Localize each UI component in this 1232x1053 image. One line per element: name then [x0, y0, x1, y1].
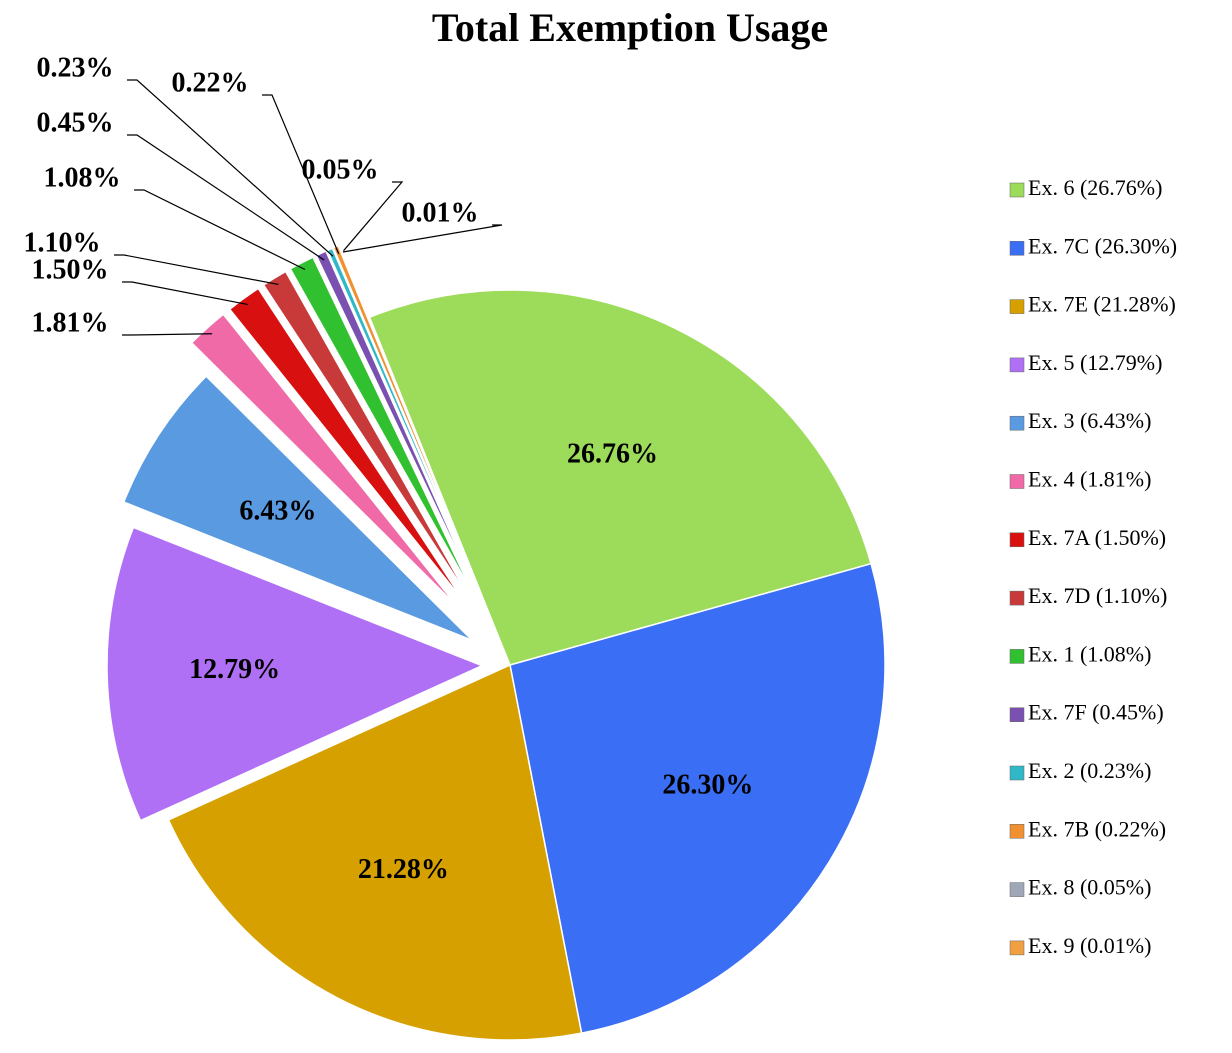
legend-swatch	[1009, 532, 1025, 548]
data-label: 12.79%	[189, 654, 280, 685]
legend-label: Ex. 9 (0.01%)	[1028, 933, 1151, 958]
pie-slice	[167, 663, 583, 1041]
pie-slice	[122, 375, 473, 642]
legend-label: Ex. 4 (1.81%)	[1028, 467, 1151, 492]
chart-title: Total Exemption Usage	[432, 5, 828, 50]
data-label: 1.50%	[32, 254, 109, 285]
leader-line	[114, 254, 279, 286]
legend-swatch	[1009, 299, 1025, 314]
leader-line	[342, 224, 503, 253]
legend-label: Ex. 7D (1.10%)	[1028, 583, 1167, 608]
data-label: 6.43%	[239, 495, 316, 526]
pie-slice	[262, 270, 471, 599]
legend-label: Ex. 7C (26.30%)	[1028, 233, 1177, 258]
legend-label: Ex. 7B (0.22%)	[1028, 816, 1166, 841]
data-label: 0.05%	[302, 154, 379, 185]
legend-label: Ex. 1 (1.08%)	[1028, 641, 1151, 666]
legend-swatch	[1009, 649, 1025, 664]
leader-line	[134, 189, 306, 271]
leader-line	[122, 333, 213, 336]
data-label: 21.28%	[358, 854, 449, 885]
legend-swatch	[1009, 824, 1025, 839]
leader-line	[127, 134, 325, 261]
data-label: 0.22%	[172, 67, 249, 98]
legend-swatch	[1009, 940, 1025, 956]
pie-slice	[190, 313, 459, 608]
legend-label: Ex. 7A (1.50%)	[1028, 525, 1166, 550]
leader-line	[127, 79, 334, 257]
legend-label: Ex. 7F (0.45%)	[1028, 700, 1164, 725]
leader-line	[262, 94, 340, 254]
legend-label: Ex. 6 (26.76%)	[1028, 175, 1162, 200]
pie-slice	[509, 562, 886, 1034]
legend-swatch	[1009, 182, 1025, 198]
data-label: 0.45%	[37, 107, 114, 138]
pie-slice	[368, 289, 872, 666]
legend-label: Ex. 2 (0.23%)	[1028, 758, 1151, 783]
pie-slice	[289, 256, 475, 597]
legend-label: Ex. 8 (0.05%)	[1028, 875, 1151, 900]
data-label: 0.23%	[37, 52, 114, 83]
legend-swatch	[1009, 474, 1025, 489]
legend-swatch	[1009, 882, 1025, 897]
legend-label: Ex. 5 (12.79%)	[1028, 350, 1162, 375]
legend-swatch	[1009, 765, 1025, 781]
pie-slice	[228, 287, 465, 603]
leader-line	[341, 181, 404, 253]
data-label: 0.01%	[402, 197, 479, 228]
leader-line	[122, 281, 249, 306]
data-label: 1.08%	[44, 162, 121, 193]
pie-slice	[339, 244, 482, 593]
legend-swatch	[1009, 707, 1025, 722]
legend-swatch	[1009, 590, 1025, 606]
legend-swatch	[1009, 241, 1025, 256]
legend-label: Ex. 3 (6.43%)	[1028, 408, 1151, 433]
legend-label: Ex. 7E (21.28%)	[1028, 292, 1176, 317]
data-label: 26.76%	[567, 439, 658, 470]
pie-slice	[315, 250, 479, 595]
data-label: 1.81%	[32, 307, 109, 338]
data-label: 26.30%	[662, 769, 753, 800]
legend-swatch	[1009, 415, 1025, 431]
legend-swatch	[1009, 357, 1025, 373]
data-label: 1.10%	[24, 227, 101, 258]
pie-slice	[326, 247, 480, 594]
pie-slice	[106, 526, 484, 822]
